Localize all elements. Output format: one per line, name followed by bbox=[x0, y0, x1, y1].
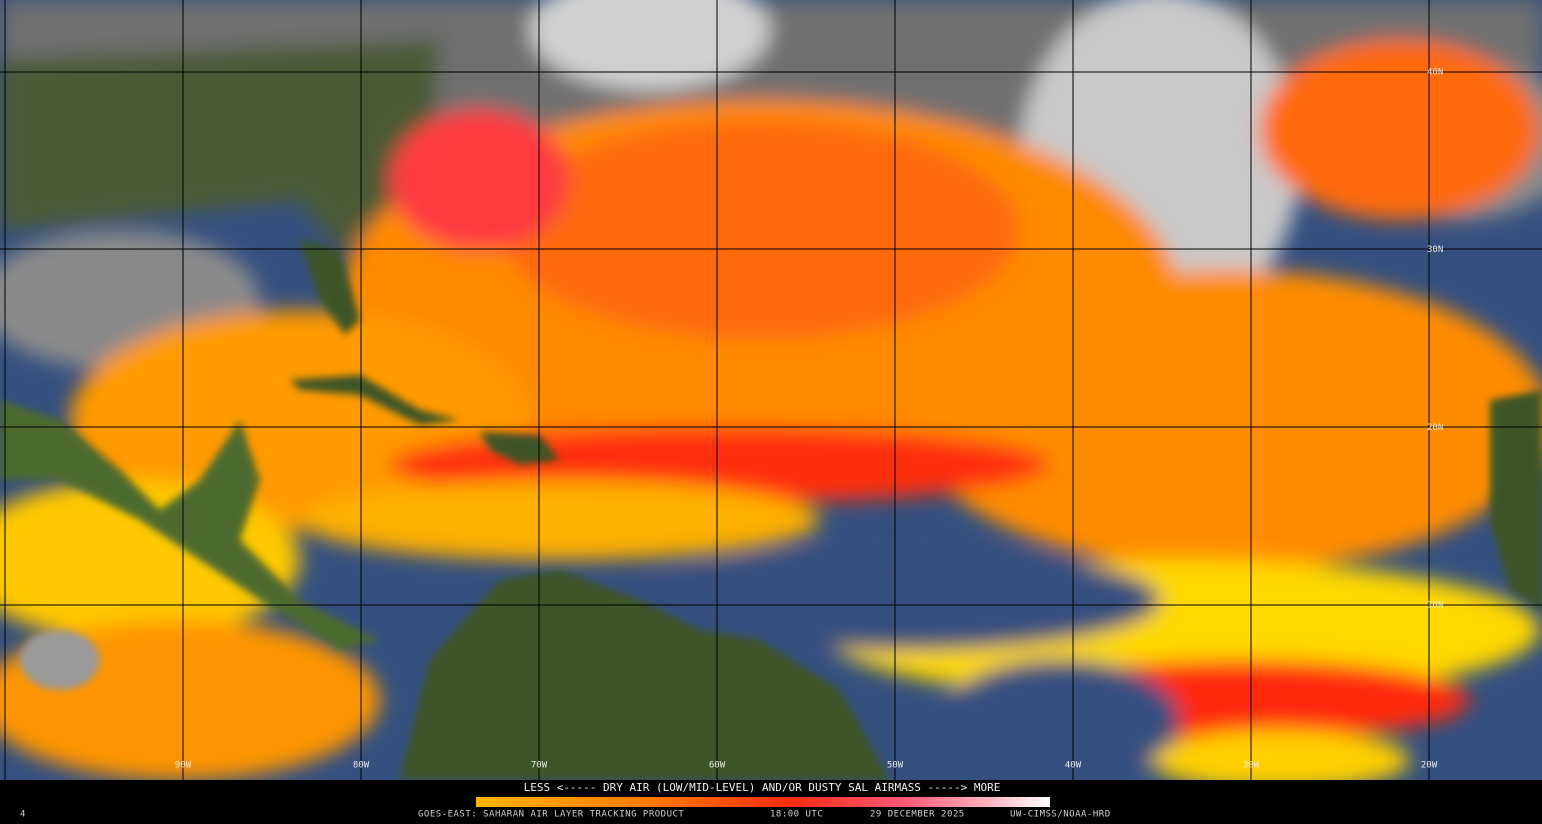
latitude-label: 10N bbox=[1427, 601, 1443, 611]
credit: UW-CIMSS/NOAA-HRD bbox=[1010, 810, 1111, 820]
longitude-label: 50W bbox=[887, 761, 904, 771]
date: 29 DECEMBER 2025 bbox=[870, 810, 965, 820]
longitude-label: 30W bbox=[1243, 761, 1260, 771]
graticule bbox=[0, 0, 1542, 780]
imagery bbox=[0, 0, 1542, 780]
longitude-label: 90W bbox=[175, 761, 192, 771]
longitude-labels: 90W 80W 70W 60W 50W 40W 30W 20W bbox=[175, 761, 1438, 771]
latitude-labels: 40N 30N 20N 10N bbox=[1427, 68, 1443, 611]
frame-number: 4 bbox=[20, 810, 26, 820]
legend-caption: LESS <----- DRY AIR (LOW/MID-LEVEL) AND/… bbox=[524, 781, 1001, 794]
longitude-label: 60W bbox=[709, 761, 726, 771]
longitude-label: 70W bbox=[531, 761, 548, 771]
latitude-label: 20N bbox=[1427, 423, 1443, 433]
time: 18:00 UTC bbox=[770, 810, 823, 820]
latitude-label: 40N bbox=[1427, 68, 1443, 78]
longitude-label: 40W bbox=[1065, 761, 1082, 771]
latitude-label: 30N bbox=[1427, 245, 1443, 255]
longitude-label: 20W bbox=[1421, 761, 1438, 771]
longitude-label: 80W bbox=[353, 761, 370, 771]
color-scale bbox=[476, 797, 1050, 807]
product-name: GOES-EAST: SAHARAN AIR LAYER TRACKING PR… bbox=[418, 810, 684, 820]
